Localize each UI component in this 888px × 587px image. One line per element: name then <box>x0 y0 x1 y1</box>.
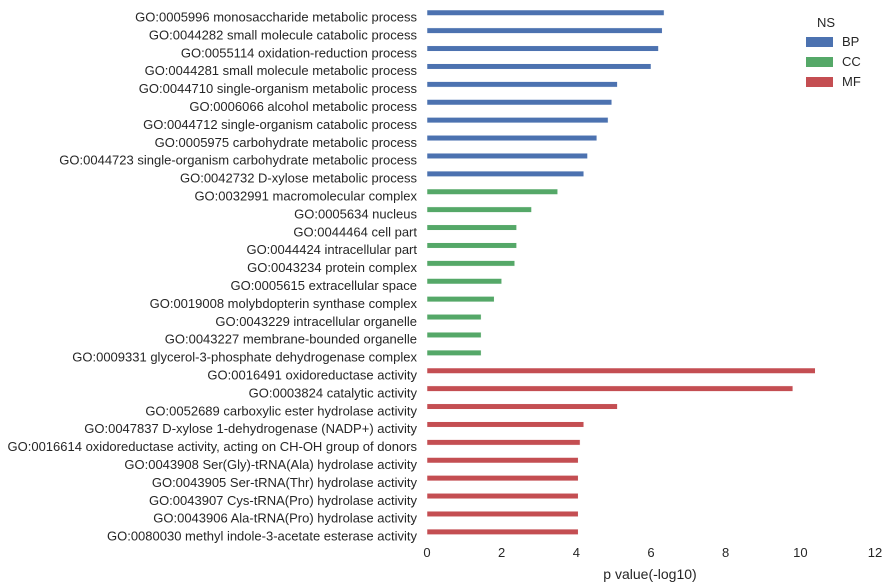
bar-mf <box>426 510 579 517</box>
category-label: GO:0003824 catalytic activity <box>249 385 418 400</box>
bar-cc <box>426 260 515 267</box>
bar-mf <box>426 367 816 374</box>
category-label: GO:0042732 D-xylose metabolic process <box>180 171 418 186</box>
category-label: GO:0047837 D-xylose 1-dehydrogenase (NAD… <box>84 421 417 436</box>
legend: NS BP CC MF <box>806 15 861 89</box>
bar-bp <box>426 152 588 159</box>
category-label: GO:0043229 intracellular organelle <box>215 314 417 329</box>
category-label: GO:0044710 single-organism metabolic pro… <box>139 81 418 96</box>
x-tick-label: 0 <box>423 545 430 560</box>
bar-cc <box>426 278 502 285</box>
bar-mf <box>426 528 579 535</box>
bar-mf <box>426 475 579 482</box>
legend-swatch-mf <box>806 77 833 87</box>
x-tick-label: 8 <box>722 545 729 560</box>
x-tick-label: 2 <box>498 545 505 560</box>
category-label: GO:0044282 small molecule catabolic proc… <box>149 27 418 42</box>
bar-mf <box>426 385 794 392</box>
category-label: GO:0043907 Cys-tRNA(Pro) hydrolase activ… <box>149 493 418 508</box>
bar-mf <box>426 493 579 500</box>
bar-bp <box>426 45 659 52</box>
x-tick-label: 4 <box>573 545 580 560</box>
category-label: GO:0080030 methyl indole-3-acetate ester… <box>107 529 418 544</box>
bars-layer <box>426 9 816 535</box>
bar-bp <box>426 63 652 70</box>
bar-cc <box>426 224 517 231</box>
bar-bp <box>426 135 598 142</box>
bar-bp <box>426 117 609 124</box>
category-label: GO:0016491 oxidoreductase activity <box>207 368 417 383</box>
bar-cc <box>426 349 482 356</box>
legend-swatch-bp <box>806 37 833 47</box>
category-label: GO:0043908 Ser(Gly)-tRNA(Ala) hydrolase … <box>124 457 417 472</box>
bar-mf <box>426 439 581 446</box>
x-tick-label: 6 <box>647 545 654 560</box>
bar-bp <box>426 170 585 177</box>
category-label: GO:0044723 single-organism carbohydrate … <box>59 153 417 168</box>
category-label: GO:0009331 glycerol-3-phosphate dehydrog… <box>72 350 417 365</box>
category-label: GO:0005615 extracellular space <box>231 278 417 293</box>
category-label: GO:0044464 cell part <box>293 224 417 239</box>
legend-swatch-cc <box>806 57 833 67</box>
category-label: GO:0052689 carboxylic ester hydrolase ac… <box>145 403 417 418</box>
category-label: GO:0016614 oxidoreductase activity, acti… <box>8 439 418 454</box>
category-labels: GO:0005996 monosaccharide metabolic proc… <box>8 10 418 544</box>
category-label: GO:0043227 membrane-bounded organelle <box>165 332 417 347</box>
bar-mf <box>426 403 618 410</box>
legend-label-mf: MF <box>842 74 861 89</box>
bar-cc <box>426 314 482 321</box>
category-label: GO:0043905 Ser-tRNA(Thr) hydrolase activ… <box>152 475 418 490</box>
bar-cc <box>426 296 495 303</box>
category-label: GO:0005996 monosaccharide metabolic proc… <box>135 10 417 25</box>
bar-cc <box>426 331 482 338</box>
bar-cc <box>426 188 558 195</box>
category-label: GO:0032991 macromolecular complex <box>194 189 417 204</box>
legend-label-cc: CC <box>842 54 861 69</box>
x-axis-ticks: 0 2 4 6 8 10 12 <box>423 545 882 560</box>
category-label: GO:0019008 molybdopterin synthase comple… <box>150 296 418 311</box>
bar-bp <box>426 27 663 34</box>
category-label: GO:0055114 oxidation-reduction process <box>181 45 418 60</box>
bar-bp <box>426 9 665 16</box>
category-label: GO:0044712 single-organism catabolic pro… <box>143 117 417 132</box>
x-axis-title: p value(-log10) <box>603 566 696 582</box>
bar-cc <box>426 242 517 249</box>
bar-bp <box>426 81 618 88</box>
category-label: GO:0005975 carbohydrate metabolic proces… <box>155 135 418 150</box>
category-label: GO:0043906 Ala-tRNA(Pro) hydrolase activ… <box>153 511 417 526</box>
bar-bp <box>426 99 613 106</box>
bar-mf <box>426 457 579 464</box>
category-label: GO:0044281 small molecule metabolic proc… <box>145 63 418 78</box>
x-tick-label: 10 <box>793 545 807 560</box>
legend-title: NS <box>817 15 835 30</box>
category-label: GO:0006066 alcohol metabolic process <box>189 99 417 114</box>
bar-mf <box>426 421 585 428</box>
legend-items: BP CC MF <box>806 34 861 89</box>
category-label: GO:0043234 protein complex <box>247 260 417 275</box>
x-tick-label: 12 <box>868 545 882 560</box>
legend-label-bp: BP <box>842 34 859 49</box>
bar-cc <box>426 206 532 213</box>
category-label: GO:0044424 intracellular part <box>246 242 417 257</box>
category-label: GO:0005634 nucleus <box>294 206 417 221</box>
